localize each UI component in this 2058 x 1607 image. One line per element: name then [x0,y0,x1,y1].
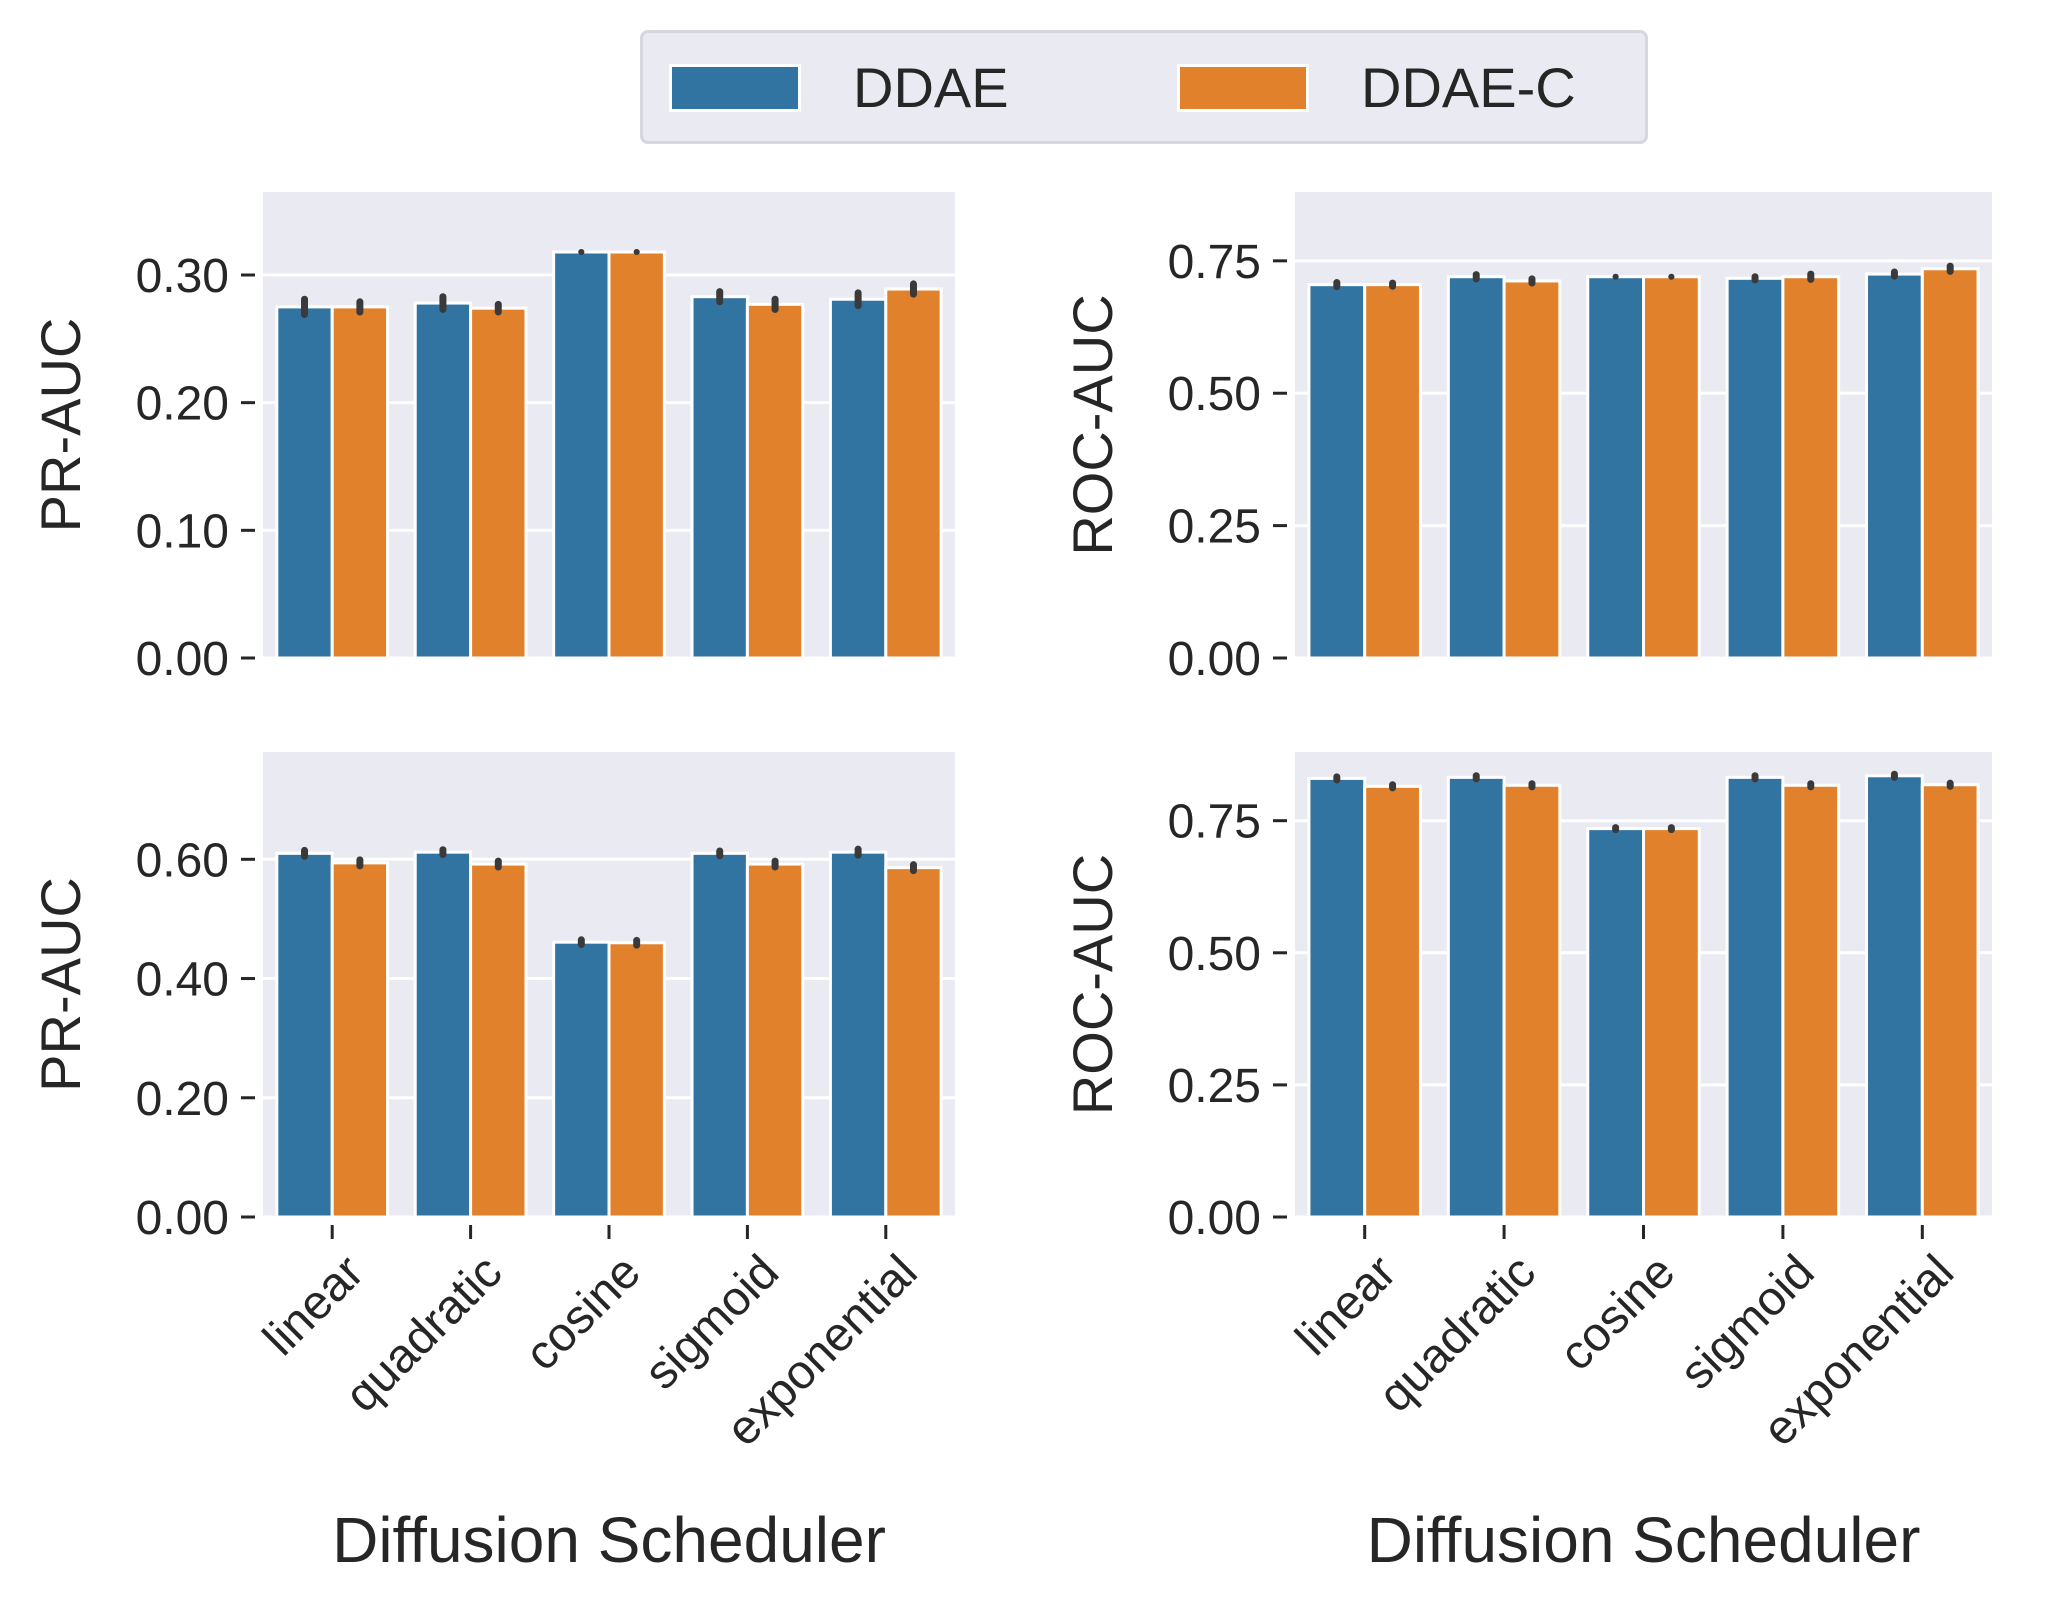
legend-swatch-ddae-c [1177,63,1309,112]
y-axis-label: ROC-AUC [1061,294,1124,555]
bar-ddae-c-quadratic [1502,279,1562,660]
y-axis-label: PR-AUC [29,877,92,1092]
bar-ddae-cosine [552,940,611,1219]
bar-ddae-exponential [828,850,888,1219]
x-axis-label: Diffusion Scheduler [332,1504,886,1576]
chart-panel-top-left: 0.00 0.10 0.20 0.30 PR-AUC [29,192,955,686]
bar-ddae-sigmoid [690,851,749,1219]
bar-ddae-exponential [1865,774,1924,1219]
bar-ddae-c-quadratic [1502,783,1562,1219]
x-tick-label-linear: linear [253,1245,374,1366]
legend-entry-ddae-c: DDAE-C [1177,55,1576,120]
bar-ddae-c-linear [1363,283,1422,660]
bar-ddae-c-linear [330,861,390,1219]
legend-label-ddae-c: DDAE-C [1361,56,1576,119]
bar-ddae-c-exponential [1920,267,1980,660]
y-tick-label: 0.20 [136,1073,229,1126]
bar-ddae-c-exponential [1920,783,1980,1219]
legend-label-ddae: DDAE [853,56,1009,119]
bar-ddae-c-cosine [1642,827,1701,1219]
y-tick-label: 0.40 [136,954,229,1007]
bar-ddae-quadratic [413,850,473,1219]
bar-ddae-quadratic [1446,775,1506,1219]
y-tick-label: 0.10 [136,505,229,558]
x-tick-label-cosine: cosine [1550,1245,1686,1381]
bar-ddae-c-sigmoid [745,302,805,660]
bar-ddae-c-exponential [884,287,943,660]
bar-ddae-quadratic [1446,275,1506,660]
y-tick-label: 0.00 [136,1192,229,1245]
bar-ddae-cosine [552,250,611,660]
y-tick-label: 0.50 [1168,928,1261,981]
bar-ddae-exponential [1865,272,1924,660]
y-tick-label: 0.20 [136,378,229,431]
y-tick-label: 0.75 [1168,236,1261,289]
bar-ddae-linear [275,305,334,660]
x-tick-label-linear: linear [1286,1245,1407,1366]
y-axis-label: PR-AUC [29,318,92,533]
chart-panel-top-right: 0.00 0.25 0.50 0.75 ROC-AUC [1061,192,1992,686]
bar-ddae-sigmoid [1725,276,1785,660]
bar-ddae-c-exponential [884,866,943,1219]
y-tick-label: 0.30 [136,250,229,303]
bar-ddae-sigmoid [690,295,749,660]
bar-ddae-c-sigmoid [745,862,805,1219]
bar-ddae-c-sigmoid [1781,783,1841,1219]
bar-ddae-cosine [1586,275,1645,660]
y-tick-label: 0.50 [1168,368,1261,421]
y-tick-label: 0.25 [1168,501,1261,554]
bar-ddae-cosine [1586,827,1645,1219]
bar-ddae-linear [275,851,334,1219]
bar-ddae-sigmoid [1725,775,1785,1219]
y-axis-label: ROC-AUC [1061,854,1124,1115]
legend-swatch-ddae [669,63,801,112]
bar-ddae-c-quadratic [469,306,528,660]
bar-ddae-linear [1307,776,1367,1219]
bar-ddae-c-sigmoid [1781,275,1841,660]
x-tick-label-cosine: cosine [515,1245,651,1381]
bar-ddae-c-cosine [607,941,666,1219]
bar-ddae-c-quadratic [469,862,528,1219]
x-axis-label: Diffusion Scheduler [1367,1504,1921,1576]
bar-ddae-c-cosine [607,250,666,660]
bar-ddae-quadratic [413,301,473,660]
y-tick-label: 0.00 [1168,1192,1261,1245]
y-tick-label: 0.25 [1168,1060,1261,1113]
legend: DDAE DDAE-C [640,30,1648,144]
bar-ddae-c-linear [330,305,390,660]
y-tick-label: 0.60 [136,834,229,887]
bar-ddae-linear [1307,283,1367,660]
bar-ddae-exponential [828,297,888,660]
y-tick-label: 0.75 [1168,796,1261,849]
y-tick-label: 0.00 [136,633,229,686]
bar-ddae-c-linear [1363,784,1422,1219]
legend-entry-ddae: DDAE [669,55,1009,120]
y-tick-label: 0.00 [1168,633,1261,686]
bar-ddae-c-cosine [1642,275,1701,660]
